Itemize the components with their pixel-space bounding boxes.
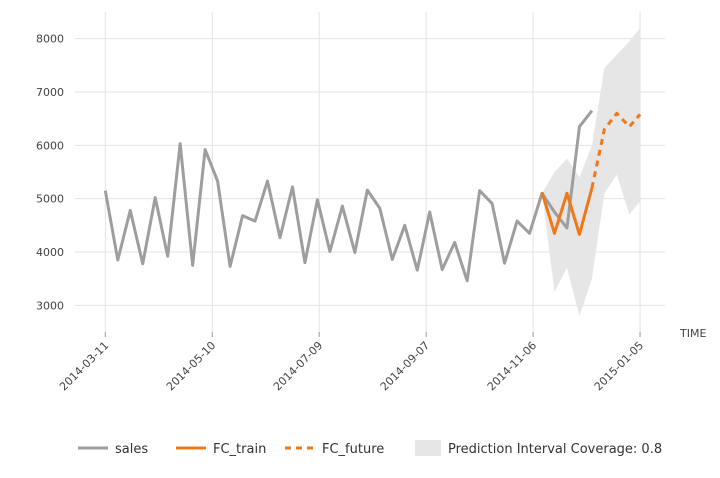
legend-label: FC_train — [213, 442, 266, 457]
prediction-band — [542, 28, 641, 316]
series-line — [590, 111, 642, 189]
x-tick-label: 2014-11-06 — [485, 339, 539, 393]
x-tick-label: 2014-03-11 — [57, 339, 111, 393]
y-tick-label: 8000 — [36, 33, 64, 46]
x-tick-label: 2014-05-10 — [164, 339, 218, 393]
legend-label: FC_future — [322, 442, 384, 457]
legend-swatch — [415, 440, 441, 456]
legend-label: sales — [115, 442, 148, 457]
y-tick-label: 7000 — [36, 86, 64, 99]
x-tick-label: 2014-07-09 — [271, 339, 325, 393]
x-tick-label: 2014-09-07 — [378, 339, 432, 393]
x-tick-label: 2015-01-05 — [592, 339, 646, 393]
y-tick-label: 6000 — [36, 139, 64, 152]
y-tick-label: 3000 — [36, 299, 64, 312]
legend-label: Prediction Interval Coverage: 0.8 — [448, 442, 662, 457]
x-axis-label: TIME — [679, 327, 706, 340]
series-line — [540, 187, 594, 236]
y-tick-label: 5000 — [36, 193, 64, 206]
y-tick-label: 4000 — [36, 246, 64, 259]
series-line — [103, 109, 594, 283]
